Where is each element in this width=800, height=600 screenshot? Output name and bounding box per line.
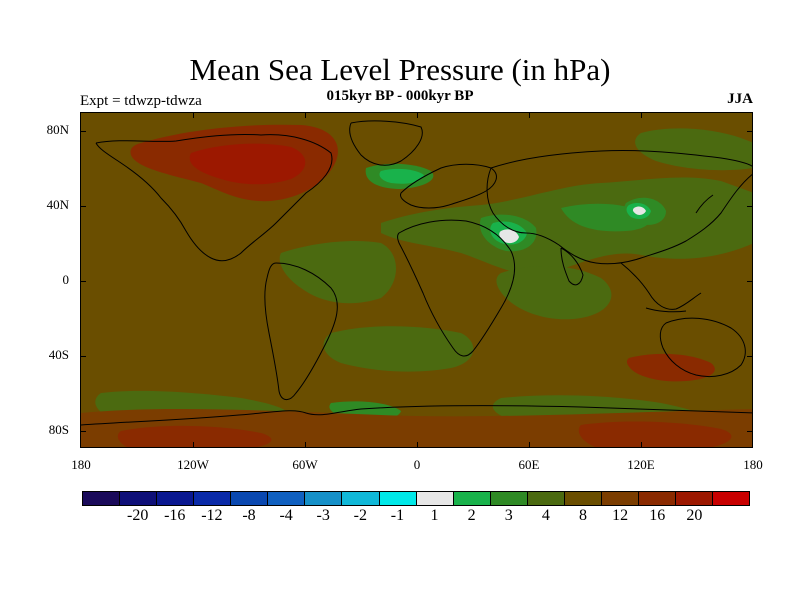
colorbar [82,491,750,506]
lon-tick [641,112,642,118]
plot-title: Mean Sea Level Pressure (in hPa) [189,52,611,87]
colorbar-label: -4 [279,507,293,524]
lat-tick [747,281,753,282]
field-region-atlantic-green [279,241,396,304]
colorbar-label: -16 [164,507,186,524]
coastlines [81,120,752,426]
coast-north-america [95,133,333,262]
lon-tick [193,442,194,448]
lat-tick [747,431,753,432]
lat-label-80s: 80S [48,422,69,437]
colorbar-box [676,492,714,505]
field-region-asia-green [381,177,752,275]
colorbar-box [490,492,528,505]
colorbar-label: 4 [541,507,550,524]
colorbar-label: 20 [686,507,703,524]
colorbar-box [379,492,417,505]
colorbar-box [231,492,269,505]
lat-tick [747,131,753,132]
lon-label-60e: 60E [518,457,540,472]
coast-asia [486,149,752,265]
coast-south-america [264,262,338,400]
lon-label-180w: 180 [71,457,91,472]
lon-label-0: 0 [413,457,421,472]
colorbar-box [416,492,454,505]
lat-tick [80,131,86,132]
field-region-north-america-red2 [189,143,306,185]
season-label: JJA [727,91,753,107]
lon-tick [305,112,306,118]
colorbar-box [268,492,306,505]
colorbar-label: 12 [612,507,629,524]
colorbar-label: 3 [504,507,513,524]
field-region-south-atlantic-green [323,326,474,372]
colorbar-label: -8 [242,507,256,524]
colorbar-box [157,492,195,505]
lat-label-80n: 80N [46,122,69,137]
lat-tick [747,356,753,357]
colorbar-box [527,492,565,505]
lon-label-120e: 120E [627,457,655,472]
field-region-ross-red [578,421,732,447]
field-region-arctic-green [635,128,752,171]
lon-tick [641,442,642,448]
field-region-indian-green [496,266,612,320]
colorbar-box [305,492,343,505]
colorbar-label: -20 [126,507,149,524]
coast-japan [695,194,714,214]
colorbar-label: 16 [649,507,666,524]
lat-label-0: 0 [62,272,70,287]
plot-subtitle: 015kyr BP - 000kyr BP [326,88,474,104]
lat-tick [80,206,86,207]
lon-tick [417,112,418,118]
colorbar-label: 8 [579,507,587,524]
colorbar-box [342,492,380,505]
coast-antarctica [81,405,752,426]
field-region-antarctic-red2 [117,425,272,447]
coast-africa [397,219,516,357]
colorbar-box [713,492,750,505]
colorbar-label: -3 [316,507,330,524]
lon-label-120w: 120W [177,457,209,472]
field-region-nordic-green1 [379,168,424,184]
lat-label-40n: 40N [46,197,69,212]
colorbar-box [120,492,158,505]
colorbar-box [453,492,491,505]
lat-tick [747,206,753,207]
coast-europe [400,163,497,209]
coast-india [560,247,584,286]
field-region-arabia-white [499,229,519,244]
colorbar-label: 1 [430,507,439,524]
lon-tick [529,112,530,118]
pressure-map [81,113,752,447]
field-region-mongolia-white [632,206,646,215]
colorbar-box [194,492,232,505]
lon-tick [305,442,306,448]
colorbar-box [601,492,639,505]
coast-indonesia [645,307,687,313]
coast-australia [659,317,746,378]
lon-tick [193,112,194,118]
coast-southeast-asia [620,262,702,310]
map-panel [80,112,753,448]
colorbar-box [638,492,676,505]
lon-tick [529,442,530,448]
lon-tick [417,442,418,448]
lon-label-180e: 180 [743,457,763,472]
coast-greenland [349,120,423,166]
lat-tick [80,431,86,432]
lat-label-40s: 40S [48,347,69,362]
colorbar-box [564,492,602,505]
colorbar-label: 2 [467,507,476,524]
lat-tick [80,281,86,282]
lat-tick [80,356,86,357]
colorbar-box [83,492,121,505]
lon-label-60w: 60W [292,457,318,472]
colorbar-label: -1 [390,507,405,524]
experiment-label: Expt = tdwzp-tdwza [80,93,202,109]
colorbar-label: -12 [201,507,223,524]
colorbar-label: -2 [353,507,367,524]
